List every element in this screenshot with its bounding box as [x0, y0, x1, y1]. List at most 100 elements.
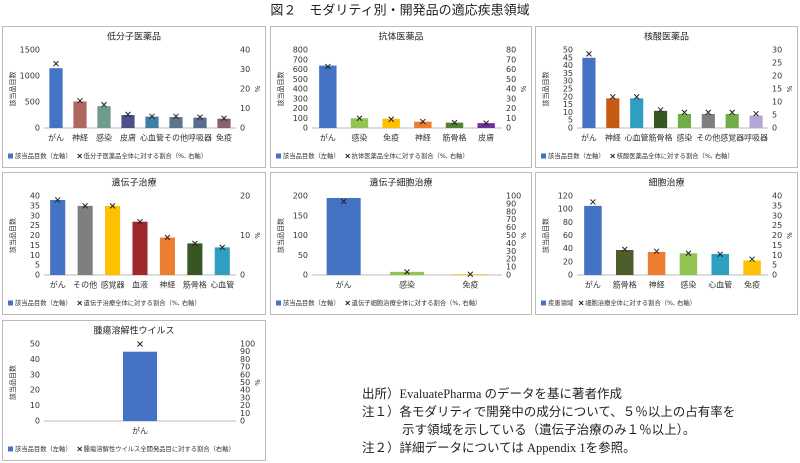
x-tick-label: 感染: [96, 133, 112, 143]
bar: [630, 98, 644, 128]
y-tick-label: 120: [558, 192, 573, 201]
y2-tick-label: 40: [506, 85, 516, 94]
marker: [340, 198, 347, 205]
marker: [125, 111, 131, 118]
bar: [679, 253, 698, 275]
y2-axis-label: %: [786, 232, 794, 239]
marker: [621, 246, 628, 253]
y-axis-label: 該当品目数: [276, 218, 285, 253]
marker: [633, 93, 640, 100]
marker: [404, 268, 410, 275]
bar: [582, 57, 596, 128]
y2-tick-label: 0: [240, 271, 245, 280]
y2-tick-label: 10: [506, 114, 516, 123]
bar: [725, 113, 739, 128]
x-tick-label: 呼吸器: [744, 133, 768, 143]
y2-tick-label: 10: [772, 251, 782, 260]
marker: [173, 113, 179, 120]
y2-tick-label: 30: [772, 46, 782, 55]
y2-tick-label: 20: [772, 72, 782, 81]
marker: [586, 51, 592, 57]
legend-marker: [345, 153, 351, 159]
x-tick-label: 免疫: [383, 133, 399, 143]
legend-swatch: [8, 153, 13, 159]
x-tick-label: 心血管: [210, 280, 234, 290]
x-tick-label: 感覚器: [720, 133, 744, 143]
y2-tick-label: 80: [240, 355, 250, 364]
bar: [193, 117, 207, 128]
bar: [121, 115, 135, 128]
y2-tick-label: 10: [772, 98, 782, 107]
y-tick-label: 40: [563, 244, 573, 253]
panel-title: 核酸医薬品: [644, 31, 689, 43]
y-tick-label: 60: [563, 231, 573, 240]
y2-tick-label: 10: [240, 409, 250, 418]
bar: [749, 115, 763, 128]
y-tick-label: 5: [35, 261, 40, 270]
marker: [219, 244, 226, 251]
note: 示す領域を示している（遺伝子治療のみ１％以上）。: [402, 422, 695, 437]
marker: [753, 110, 759, 117]
legend-swatch: [541, 300, 546, 306]
y-axis-label: 該当品目数: [541, 72, 550, 107]
x-tick-label: 筋骨格: [183, 280, 207, 290]
legend-label: 遺伝子治療全体に対する割合（%, 右軸）: [84, 298, 201, 307]
legend-swatch: [8, 300, 13, 306]
y2-tick-label: 20: [506, 255, 516, 264]
bar: [701, 113, 715, 128]
legend-marker: [345, 300, 351, 306]
x-tick-label: 血液: [132, 280, 148, 290]
bar: [132, 221, 148, 275]
x-tick-label: 免疫: [462, 280, 478, 290]
y-tick-label: 15: [563, 100, 573, 109]
marker: [609, 93, 616, 100]
x-tick-label: 心血管: [625, 133, 649, 143]
panel-frame: [270, 26, 532, 168]
marker: [192, 240, 198, 247]
marker: [137, 218, 143, 225]
panel-frame: [270, 172, 532, 315]
y-tick-label: 40: [30, 192, 40, 201]
marker: [137, 341, 143, 347]
panel-frame: [2, 172, 266, 315]
legend-label: 該当品目数（左軸）: [548, 151, 605, 160]
y-tick-label: 50: [298, 251, 308, 260]
y-tick-label: 45: [563, 53, 573, 62]
y-tick-label: 35: [30, 201, 40, 210]
x-tick-label: 皮膚: [478, 133, 494, 143]
bar: [606, 98, 620, 128]
panel-title: 低分子医薬品: [107, 31, 161, 43]
x-tick-label: 感染: [676, 133, 692, 143]
bar: [97, 106, 111, 128]
y2-tick-label: 40: [506, 239, 516, 248]
legend-marker: [77, 446, 83, 452]
y2-tick-label: 100: [240, 340, 255, 349]
y-tick-label: 20: [563, 92, 573, 101]
y-tick-label: 150: [293, 211, 308, 220]
y-axis-label: 該当品目数: [8, 72, 17, 107]
bar: [414, 121, 432, 128]
y-tick-label: 100: [293, 114, 308, 123]
y2-tick-label: 0: [772, 271, 777, 280]
marker: [729, 109, 736, 116]
y2-tick-label: 0: [240, 417, 245, 426]
panel-title: 抗体医薬品: [378, 31, 423, 43]
y-tick-label: 50: [563, 46, 573, 55]
y2-tick-label: 60: [240, 370, 250, 379]
marker: [749, 256, 755, 263]
y2-tick-label: 30: [240, 393, 250, 402]
y-tick-label: 100: [293, 231, 308, 240]
legend-label: 該当品目数（左軸）: [15, 151, 72, 160]
bar: [145, 116, 159, 128]
y-tick-label: 0: [568, 271, 573, 280]
marker: [590, 199, 596, 205]
y-tick-label: 300: [293, 94, 308, 103]
note: 注２）詳細データについては Appendix 1を参照。: [362, 440, 636, 455]
marker: [356, 115, 363, 122]
y-tick-label: 25: [563, 85, 573, 94]
legend-label: 細胞治療全体に対する割合（%, 右軸）: [585, 298, 696, 307]
x-tick-label: がん: [336, 280, 352, 290]
y-tick-label: 500: [293, 75, 308, 84]
legend-marker: [77, 153, 83, 159]
bar: [169, 117, 183, 128]
